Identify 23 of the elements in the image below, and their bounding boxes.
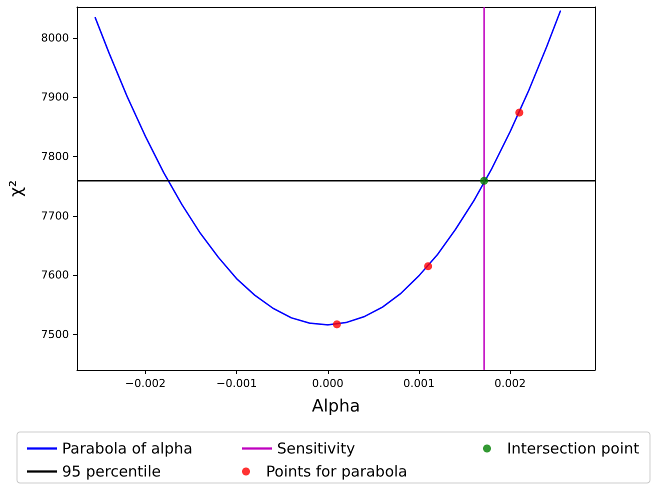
legend-label: Points for parabola xyxy=(266,462,408,480)
legend-label: Parabola of alpha xyxy=(62,440,193,458)
y-tick-label: 7800 xyxy=(41,150,69,163)
y-tick-label: 8000 xyxy=(41,31,69,44)
legend-label: 95 percentile xyxy=(62,462,161,480)
x-tick-label: −0.002 xyxy=(125,377,166,390)
y-tick-label: 7900 xyxy=(41,90,69,104)
point xyxy=(424,262,432,270)
line-series xyxy=(94,10,562,326)
point xyxy=(480,176,488,185)
x-tick-label: −0.001 xyxy=(216,377,257,390)
point xyxy=(332,320,341,328)
x-tick-label: 0.000 xyxy=(312,377,344,390)
y-axis-title: χ² xyxy=(6,180,26,197)
x-axis-title: Alpha xyxy=(312,396,360,416)
legend-label: Sensitivity xyxy=(277,440,356,458)
point xyxy=(515,108,524,117)
y-tick-label: 7600 xyxy=(41,268,69,282)
y-tick-label: 7700 xyxy=(41,209,69,222)
legend-label: Intersection point xyxy=(507,440,640,458)
x-tick-label: 0.002 xyxy=(494,377,526,390)
y-tick-label: 7500 xyxy=(41,328,69,341)
x-tick-label: 0.001 xyxy=(403,377,435,390)
